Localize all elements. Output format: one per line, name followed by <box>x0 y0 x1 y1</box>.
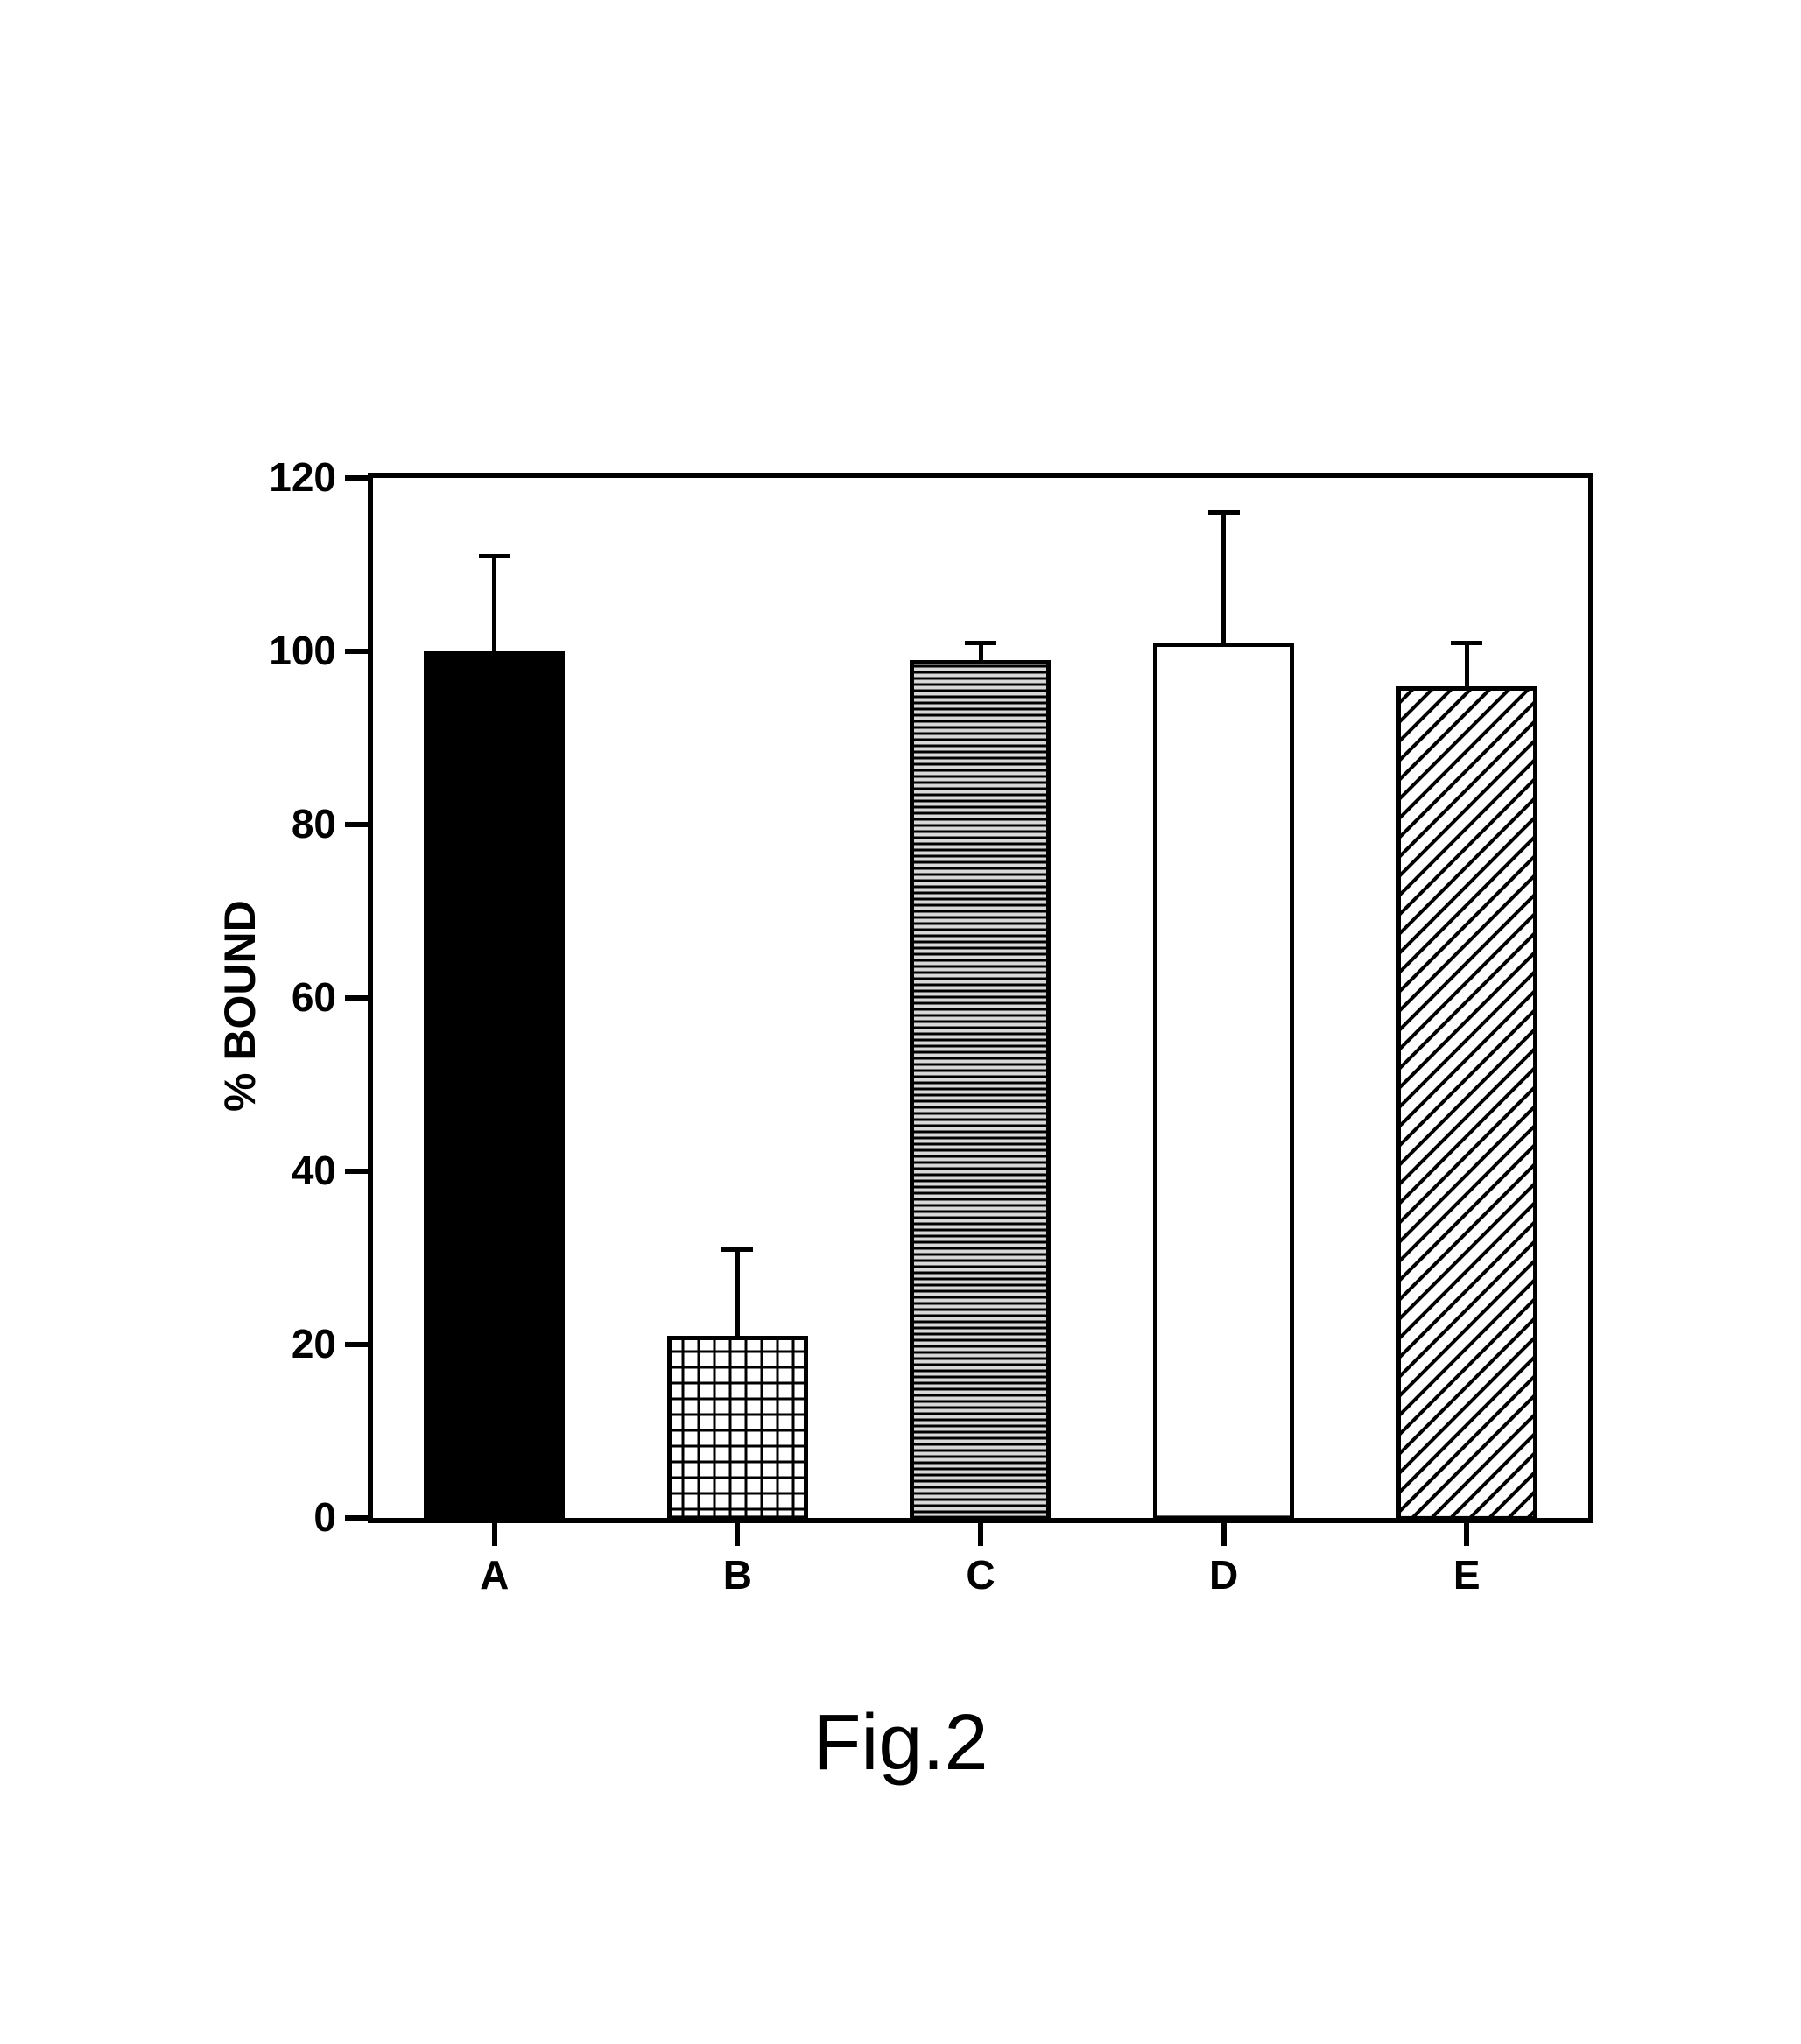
x-tick-mark <box>1464 1523 1469 1546</box>
x-tick-label: B <box>685 1551 790 1598</box>
bar <box>424 651 565 1518</box>
x-tick-mark <box>735 1523 740 1546</box>
y-tick-mark <box>345 475 368 481</box>
y-tick-mark <box>345 649 368 654</box>
error-bar-cap <box>1451 641 1482 645</box>
x-tick-mark <box>492 1523 497 1546</box>
error-bar-cap <box>1208 510 1240 515</box>
y-tick-mark <box>345 995 368 1001</box>
error-bar-cap <box>721 1247 753 1252</box>
x-tick-label: C <box>928 1551 1033 1598</box>
y-tick-label: 100 <box>240 627 336 674</box>
x-tick-label: D <box>1171 1551 1277 1598</box>
y-tick-label: 120 <box>240 453 336 501</box>
x-tick-label: A <box>442 1551 547 1598</box>
y-tick-mark <box>345 1515 368 1521</box>
y-tick-label: 80 <box>240 800 336 847</box>
bar <box>910 660 1051 1518</box>
y-tick-label: 0 <box>240 1493 336 1541</box>
bar <box>1396 686 1537 1518</box>
error-bar-stem <box>735 1249 740 1336</box>
error-bar-stem <box>1221 513 1226 643</box>
y-tick-mark <box>345 1169 368 1174</box>
error-bar-stem <box>1465 643 1469 686</box>
y-tick-label: 20 <box>240 1320 336 1367</box>
x-tick-mark <box>1221 1523 1227 1546</box>
bar <box>667 1336 808 1518</box>
y-tick-mark <box>345 822 368 827</box>
figure-caption: Fig.2 <box>0 1698 1801 1788</box>
error-bar-cap <box>479 554 510 558</box>
chart-container: % BOUND 020406080100120ABCDE <box>175 455 1611 1681</box>
y-tick-mark <box>345 1342 368 1347</box>
error-bar-stem <box>979 643 983 660</box>
error-bar-stem <box>492 556 496 651</box>
x-tick-label: E <box>1414 1551 1519 1598</box>
error-bar-cap <box>965 641 996 645</box>
y-tick-label: 60 <box>240 973 336 1021</box>
x-tick-mark <box>978 1523 983 1546</box>
bar <box>1153 643 1294 1518</box>
y-tick-label: 40 <box>240 1147 336 1194</box>
